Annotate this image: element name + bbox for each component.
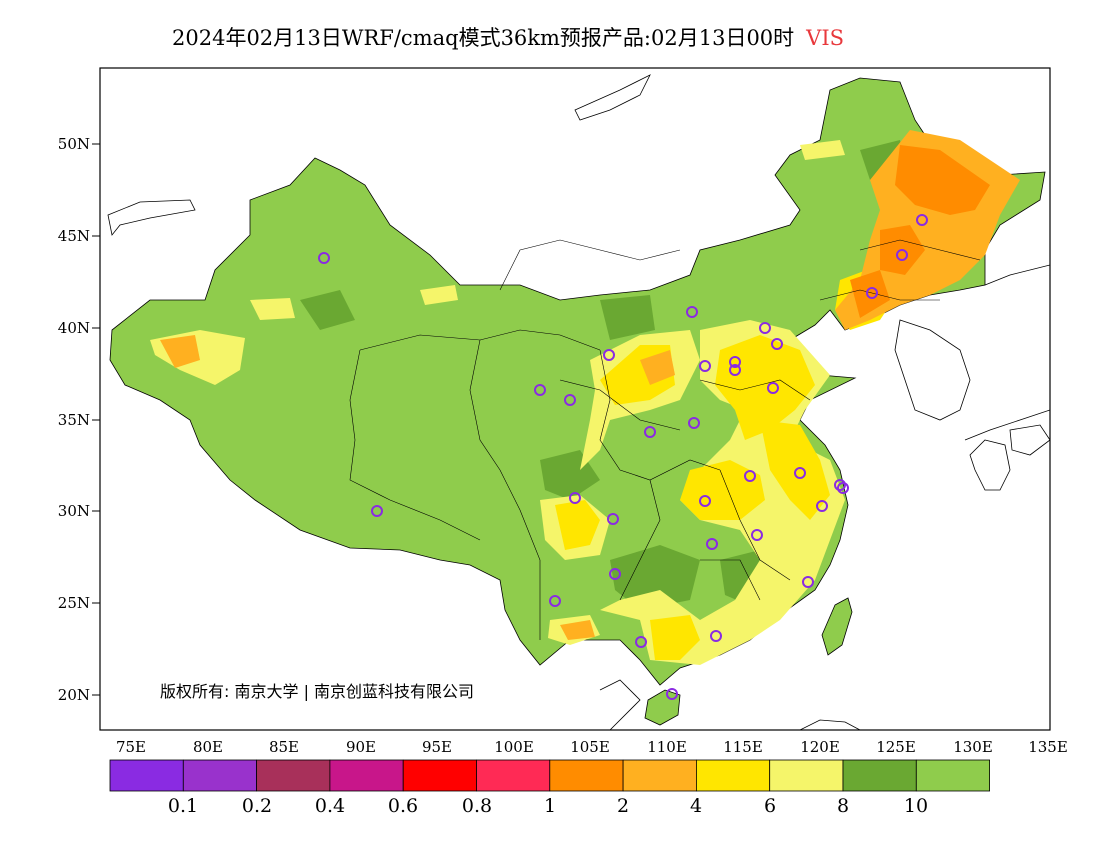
lon-label: 90E xyxy=(346,738,376,756)
station-marker xyxy=(767,382,779,394)
colorbar-swatch xyxy=(329,759,404,792)
map-content xyxy=(107,74,1050,730)
colorbar-labels: 0.1 0.2 0.4 0.6 0.8 1 2 4 6 8 10 xyxy=(168,795,928,817)
station-marker xyxy=(729,364,741,376)
lon-label: 110E xyxy=(647,738,687,756)
colorbar-label: 0.1 xyxy=(168,795,198,817)
station-marker xyxy=(816,500,828,512)
title-text: 2024年02月13日WRF/cmaq模式36km预报产品:02月13日00时 xyxy=(172,26,795,50)
colorbar-label: 0.6 xyxy=(388,795,418,817)
station-marker xyxy=(564,394,576,406)
colorbar-label: 0.8 xyxy=(462,795,492,817)
station-marker xyxy=(896,249,908,261)
lon-label: 135E xyxy=(1028,738,1068,756)
lat-label: 50N xyxy=(58,135,90,153)
station-marker xyxy=(635,636,647,648)
colorbar-swatch xyxy=(842,759,917,792)
lat-axis xyxy=(92,143,100,696)
colorbar-label: 8 xyxy=(837,795,849,817)
colorbar-swatch xyxy=(402,759,477,792)
lat-labels: 50N 45N 40N 35N 30N 25N 20N xyxy=(58,135,90,704)
province-boundaries xyxy=(349,239,981,640)
station-markers xyxy=(318,214,928,700)
station-marker xyxy=(706,538,718,550)
colorbar-label: 6 xyxy=(764,795,776,817)
colorbar-swatch xyxy=(476,759,551,792)
variable-label: VIS xyxy=(806,26,845,50)
station-marker xyxy=(866,287,878,299)
lon-label: 95E xyxy=(422,738,452,756)
map-title: 2024年02月13日WRF/cmaq模式36km预报产品:02月13日00时 V… xyxy=(172,22,844,52)
colorbar-label: 0.2 xyxy=(242,795,272,817)
colorbar-swatch xyxy=(769,759,844,792)
lat-label: 25N xyxy=(58,594,90,612)
lon-labels: 75E 80E 85E 90E 95E 100E 105E 110E 115E … xyxy=(116,738,1068,756)
station-marker xyxy=(802,576,814,588)
lon-label: 130E xyxy=(953,738,993,756)
colorbar-label: 1 xyxy=(544,795,556,817)
station-marker xyxy=(644,426,656,438)
taiwan-island xyxy=(821,597,853,656)
station-marker xyxy=(549,595,561,607)
station-marker xyxy=(771,338,783,350)
colorbar-swatch xyxy=(549,759,624,792)
station-marker xyxy=(688,417,700,429)
station-marker xyxy=(371,505,383,517)
station-marker xyxy=(837,482,849,494)
station-marker xyxy=(609,568,621,580)
lat-label: 30N xyxy=(58,502,90,520)
copyright-text: 版权所有: 南京大学 | 南京创蓝科技有限公司 xyxy=(160,682,474,701)
lon-label: 120E xyxy=(800,738,840,756)
neighbour-coastlines xyxy=(107,74,1050,730)
station-marker xyxy=(686,306,698,318)
lon-label: 105E xyxy=(570,738,610,756)
lat-label: 20N xyxy=(58,686,90,704)
colorbar-swatch xyxy=(256,759,331,792)
station-marker xyxy=(607,513,619,525)
station-marker xyxy=(916,214,928,226)
colorbar-swatch xyxy=(915,759,990,792)
station-marker xyxy=(794,467,806,479)
colorbar-label: 2 xyxy=(617,795,629,817)
colorbar-swatch xyxy=(622,759,697,792)
colorbar-label: 10 xyxy=(904,795,928,817)
lat-label: 35N xyxy=(58,411,90,429)
lat-label: 40N xyxy=(58,319,90,337)
colorbar xyxy=(109,759,990,792)
lon-label: 100E xyxy=(494,738,534,756)
station-marker xyxy=(534,384,546,396)
station-marker xyxy=(834,479,846,491)
station-marker xyxy=(751,529,763,541)
colorbar-label: 0.4 xyxy=(315,795,345,817)
colorbar-swatch xyxy=(109,759,184,792)
lon-label: 75E xyxy=(116,738,146,756)
station-marker xyxy=(699,495,711,507)
lon-label: 80E xyxy=(193,738,223,756)
colorbar-swatch xyxy=(182,759,258,792)
station-marker xyxy=(603,349,615,361)
lat-label: 45N xyxy=(58,227,90,245)
station-marker xyxy=(729,356,741,368)
station-marker xyxy=(318,252,330,264)
lon-label: 115E xyxy=(723,738,763,756)
station-marker xyxy=(699,360,711,372)
station-marker xyxy=(569,492,581,504)
colorbar-label: 4 xyxy=(690,795,702,817)
lon-label: 85E xyxy=(269,738,299,756)
station-marker xyxy=(759,322,771,334)
station-marker xyxy=(666,688,678,700)
station-marker xyxy=(744,470,756,482)
station-marker xyxy=(710,630,722,642)
colorbar-swatch xyxy=(696,759,771,792)
lon-label: 125E xyxy=(876,738,916,756)
